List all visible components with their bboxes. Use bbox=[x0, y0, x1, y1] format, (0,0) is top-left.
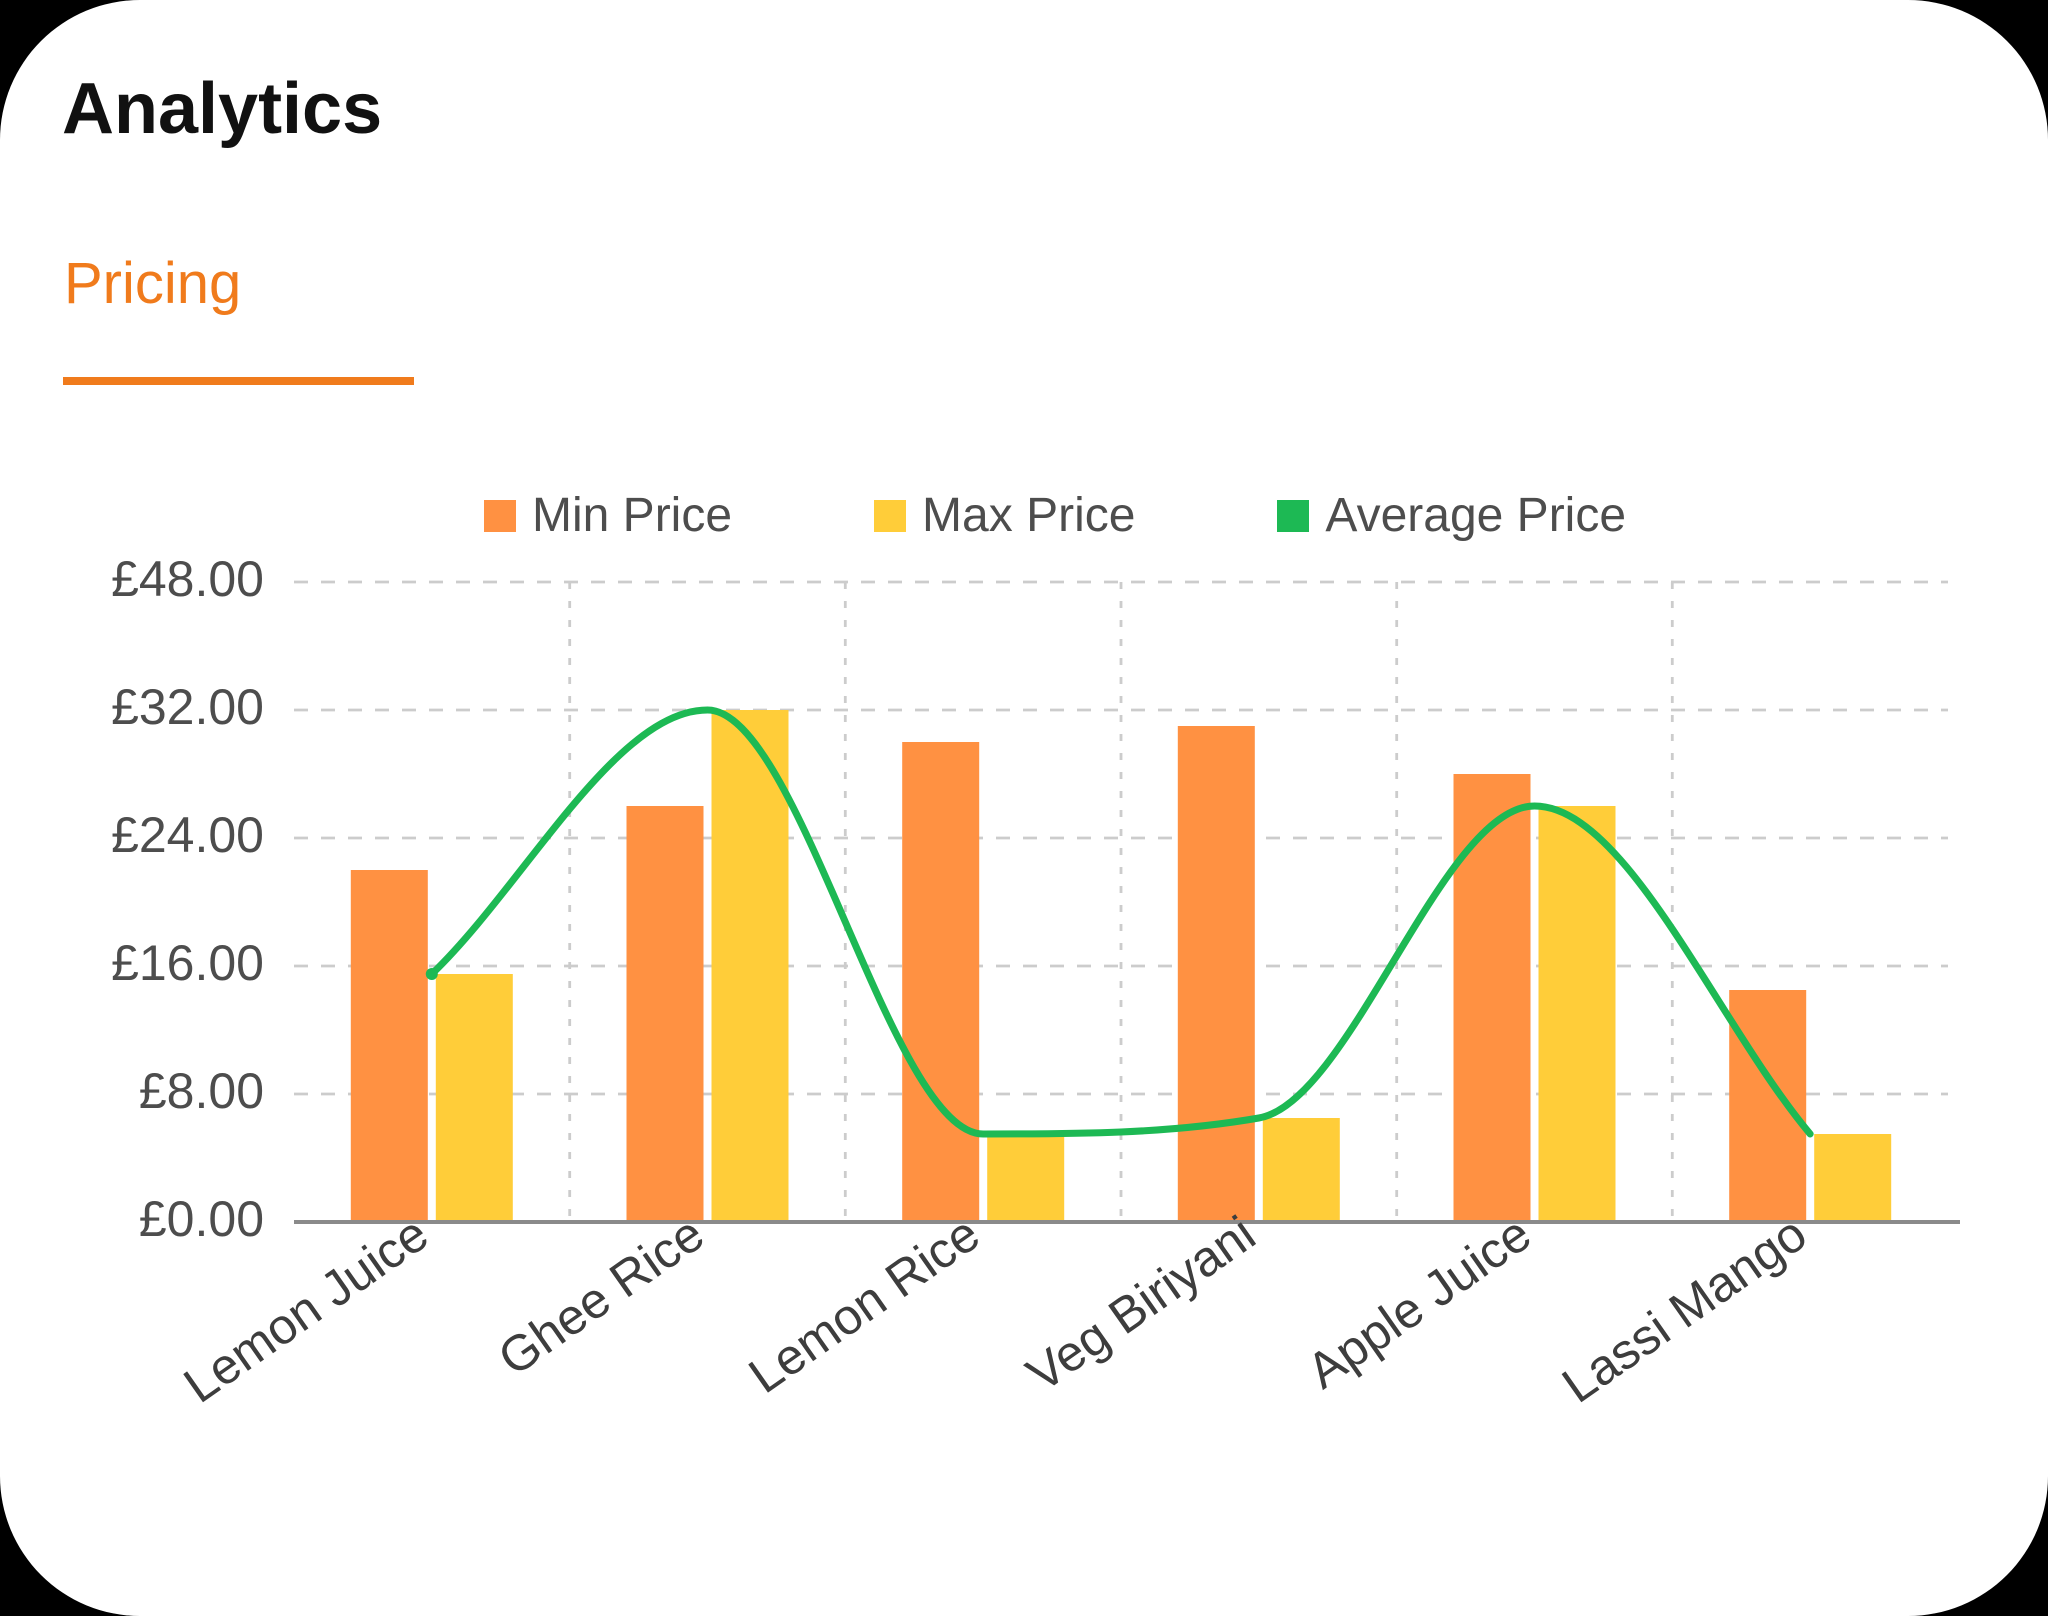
svg-text:Lemon Rice: Lemon Rice bbox=[739, 1205, 990, 1404]
svg-text:Veg Biriyani: Veg Biriyani bbox=[1017, 1205, 1265, 1402]
svg-text:£32.00: £32.00 bbox=[111, 679, 264, 735]
svg-text:Ghee Rice: Ghee Rice bbox=[488, 1205, 714, 1386]
svg-text:Apple Juice: Apple Juice bbox=[1297, 1205, 1541, 1399]
svg-text:£48.00: £48.00 bbox=[111, 551, 264, 607]
svg-text:£24.00: £24.00 bbox=[111, 807, 264, 863]
svg-text:£16.00: £16.00 bbox=[111, 935, 264, 991]
svg-text:Lassi Mango: Lassi Mango bbox=[1552, 1205, 1816, 1413]
svg-text:£8.00: £8.00 bbox=[139, 1063, 264, 1119]
svg-text:£0.00: £0.00 bbox=[139, 1191, 264, 1247]
